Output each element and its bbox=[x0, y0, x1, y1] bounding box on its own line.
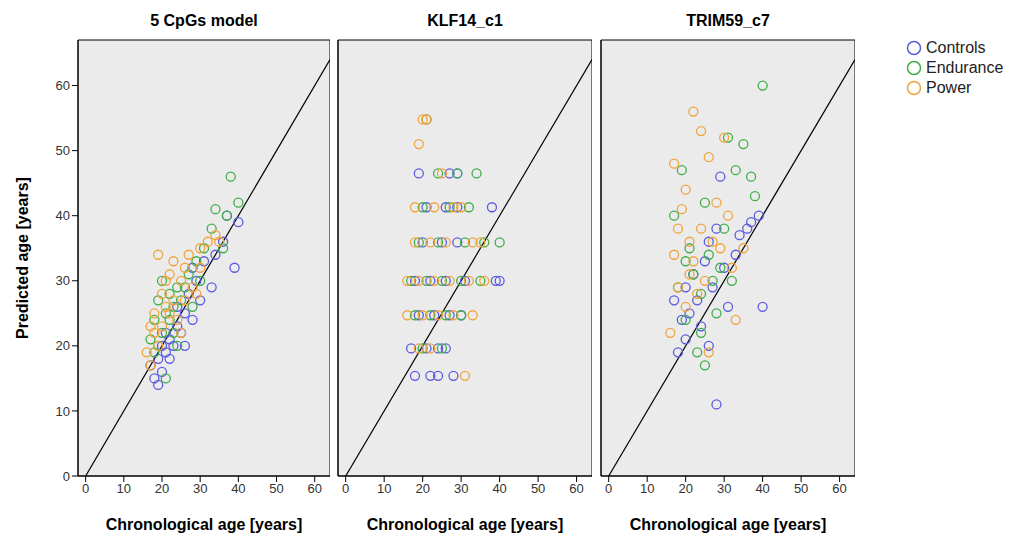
svg-text:30: 30 bbox=[717, 481, 731, 496]
svg-text:Predicted age [years]: Predicted age [years] bbox=[14, 177, 31, 339]
svg-text:Chronological age [years]: Chronological age [years] bbox=[367, 516, 564, 533]
svg-text:60: 60 bbox=[307, 481, 321, 496]
svg-text:20: 20 bbox=[415, 481, 429, 496]
html-text:Endurance: Endurance bbox=[926, 59, 1004, 76]
html-text:Power: Power bbox=[926, 79, 972, 96]
svg-text:10: 10 bbox=[56, 404, 70, 419]
svg-text:30: 30 bbox=[193, 481, 207, 496]
svg-text:30: 30 bbox=[56, 273, 70, 288]
svg-text:0: 0 bbox=[605, 481, 612, 496]
html-text:5 CpGs model: 5 CpGs model bbox=[150, 12, 258, 29]
svg-text:40: 40 bbox=[56, 208, 70, 223]
svg-text:0: 0 bbox=[342, 481, 349, 496]
svg-text:20: 20 bbox=[56, 338, 70, 353]
svg-text:Chronological age [years]: Chronological age [years] bbox=[630, 516, 827, 533]
svg-text:10: 10 bbox=[377, 481, 391, 496]
svg-text:40: 40 bbox=[755, 481, 769, 496]
svg-text:60: 60 bbox=[832, 481, 846, 496]
svg-text:0: 0 bbox=[82, 481, 89, 496]
svg-text:0: 0 bbox=[63, 469, 70, 484]
svg-text:60: 60 bbox=[569, 481, 583, 496]
svg-text:40: 40 bbox=[231, 481, 245, 496]
svg-text:50: 50 bbox=[794, 481, 808, 496]
svg-text:30: 30 bbox=[454, 481, 468, 496]
svg-text:50: 50 bbox=[56, 143, 70, 158]
svg-text:10: 10 bbox=[117, 481, 131, 496]
svg-text:40: 40 bbox=[492, 481, 506, 496]
svg-text:50: 50 bbox=[531, 481, 545, 496]
html-text:KLF14_c1: KLF14_c1 bbox=[427, 12, 503, 29]
html-text:Controls: Controls bbox=[926, 39, 986, 56]
svg-text:10: 10 bbox=[640, 481, 654, 496]
svg-text:20: 20 bbox=[155, 481, 169, 496]
svg-text:60: 60 bbox=[56, 78, 70, 93]
svg-text:Chronological age [years]: Chronological age [years] bbox=[106, 516, 303, 533]
svg-text:20: 20 bbox=[678, 481, 692, 496]
svg-text:50: 50 bbox=[269, 481, 283, 496]
html-text:TRIM59_c7: TRIM59_c7 bbox=[686, 12, 770, 29]
